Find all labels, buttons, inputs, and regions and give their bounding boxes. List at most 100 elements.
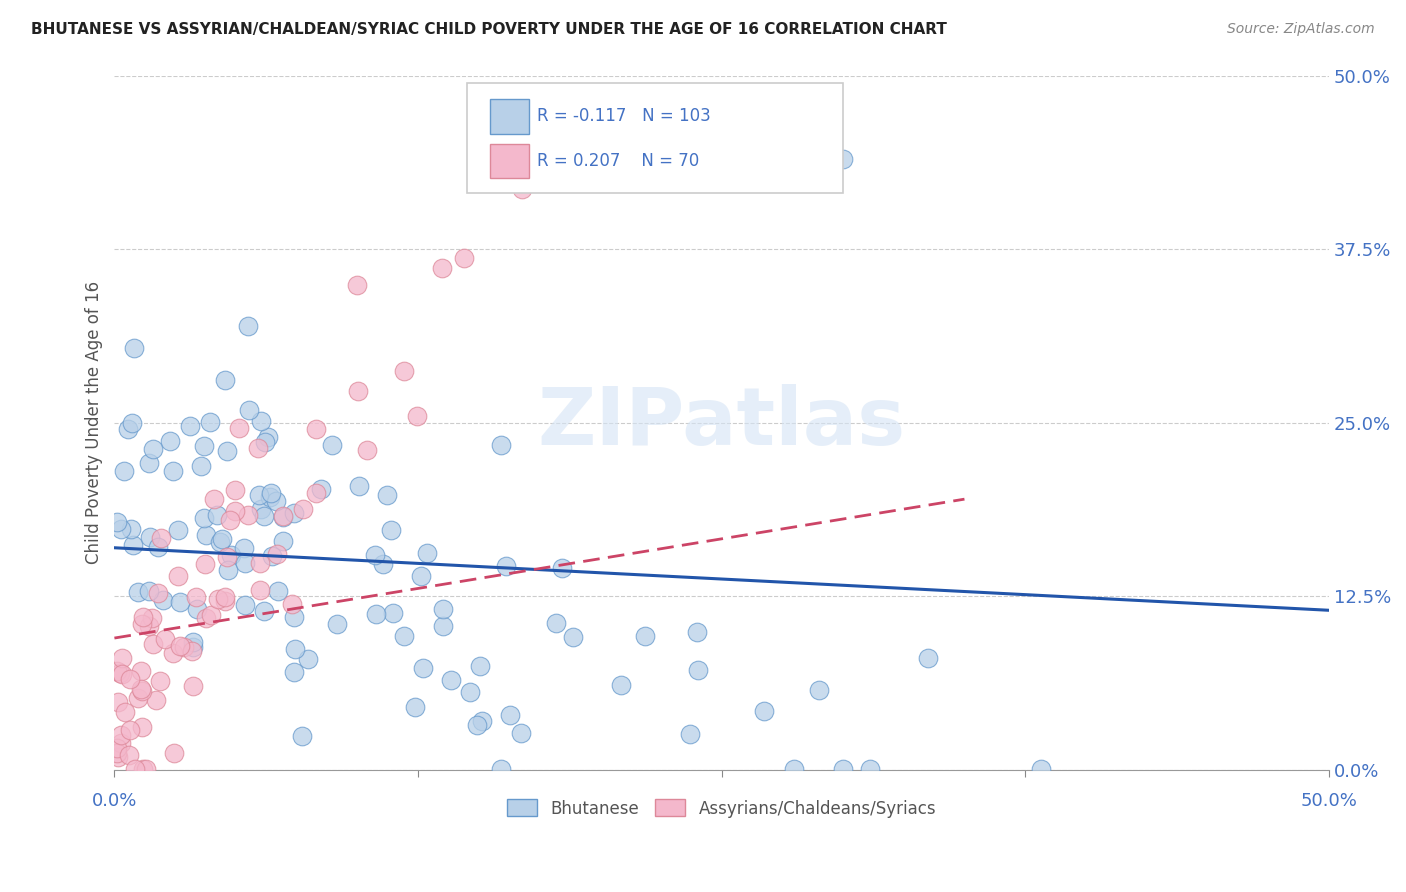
- Point: [118, 673, 141, 687]
- Point: [217, 563, 239, 577]
- Point: [254, 434, 277, 449]
- Point: [138, 619, 160, 633]
- Point: [256, 430, 278, 444]
- Point: [145, 693, 167, 707]
- Point: [273, 508, 295, 523]
- Point: [283, 665, 305, 680]
- Point: [194, 528, 217, 542]
- Point: [132, 609, 155, 624]
- Point: [458, 685, 481, 699]
- Point: [412, 661, 434, 675]
- Point: [783, 762, 806, 776]
- Point: [453, 251, 475, 265]
- Point: [249, 582, 271, 597]
- Point: [105, 740, 128, 755]
- Point: [110, 728, 132, 742]
- Point: [304, 422, 326, 436]
- Point: [406, 409, 429, 424]
- Point: [193, 557, 215, 571]
- Point: [489, 762, 512, 776]
- Point: [186, 602, 208, 616]
- Point: [146, 586, 169, 600]
- Point: [111, 651, 134, 665]
- Text: Source: ZipAtlas.com: Source: ZipAtlas.com: [1227, 22, 1375, 37]
- Point: [228, 421, 250, 435]
- Point: [121, 538, 143, 552]
- Point: [152, 593, 174, 607]
- Point: [167, 523, 190, 537]
- Point: [169, 639, 191, 653]
- Point: [236, 319, 259, 334]
- Point: [232, 541, 254, 555]
- Point: [173, 640, 195, 654]
- Point: [110, 665, 132, 680]
- Point: [162, 464, 184, 478]
- Point: [219, 513, 242, 527]
- Point: [127, 585, 149, 599]
- Text: R = -0.117   N = 103: R = -0.117 N = 103: [537, 108, 711, 126]
- FancyBboxPatch shape: [489, 144, 529, 178]
- Point: [131, 684, 153, 698]
- Point: [686, 625, 709, 640]
- Point: [250, 414, 273, 428]
- Point: [411, 569, 433, 583]
- Point: [260, 486, 283, 500]
- Point: [179, 418, 201, 433]
- Point: [510, 726, 533, 740]
- Point: [233, 598, 256, 612]
- Point: [124, 762, 146, 776]
- Text: BHUTANESE VS ASSYRIAN/CHALDEAN/SYRIAC CHILD POVERTY UNDER THE AGE OF 16 CORRELAT: BHUTANESE VS ASSYRIAN/CHALDEAN/SYRIAC CH…: [31, 22, 946, 37]
- Point: [181, 640, 204, 654]
- Point: [346, 278, 368, 293]
- Point: [193, 439, 215, 453]
- Point: [142, 442, 165, 457]
- Point: [291, 729, 314, 743]
- Point: [131, 720, 153, 734]
- Point: [190, 459, 212, 474]
- Point: [754, 704, 776, 718]
- Point: [917, 651, 939, 665]
- Point: [271, 510, 294, 524]
- Point: [247, 488, 270, 502]
- Legend: Bhutanese, Assyrians/Chaldeans/Syriacs: Bhutanese, Assyrians/Chaldeans/Syriacs: [501, 793, 943, 824]
- Point: [688, 663, 710, 677]
- Point: [214, 590, 236, 604]
- Point: [633, 629, 655, 643]
- Text: 0.0%: 0.0%: [91, 792, 138, 810]
- Point: [364, 607, 387, 621]
- Point: [211, 532, 233, 546]
- Point: [200, 607, 222, 622]
- Point: [281, 598, 304, 612]
- Point: [808, 683, 831, 698]
- Point: [131, 617, 153, 632]
- Point: [107, 695, 129, 709]
- Point: [271, 534, 294, 549]
- Point: [321, 438, 343, 452]
- Point: [202, 492, 225, 507]
- Point: [127, 690, 149, 705]
- Point: [149, 531, 172, 545]
- Point: [215, 549, 238, 564]
- Point: [297, 652, 319, 666]
- Point: [207, 591, 229, 606]
- Point: [107, 749, 129, 764]
- Text: ZIPatlas: ZIPatlas: [537, 384, 905, 462]
- Point: [205, 508, 228, 523]
- Point: [253, 604, 276, 618]
- Point: [110, 522, 132, 536]
- Point: [138, 584, 160, 599]
- Point: [132, 762, 155, 776]
- Text: R = 0.207    N = 70: R = 0.207 N = 70: [537, 152, 699, 170]
- Point: [371, 557, 394, 571]
- Point: [105, 664, 128, 678]
- Point: [224, 503, 246, 517]
- Point: [198, 415, 221, 429]
- Point: [292, 502, 315, 516]
- Point: [253, 508, 276, 523]
- Point: [375, 488, 398, 502]
- Point: [135, 762, 157, 776]
- Point: [215, 443, 238, 458]
- Point: [181, 635, 204, 649]
- FancyBboxPatch shape: [489, 99, 529, 134]
- Point: [432, 619, 454, 633]
